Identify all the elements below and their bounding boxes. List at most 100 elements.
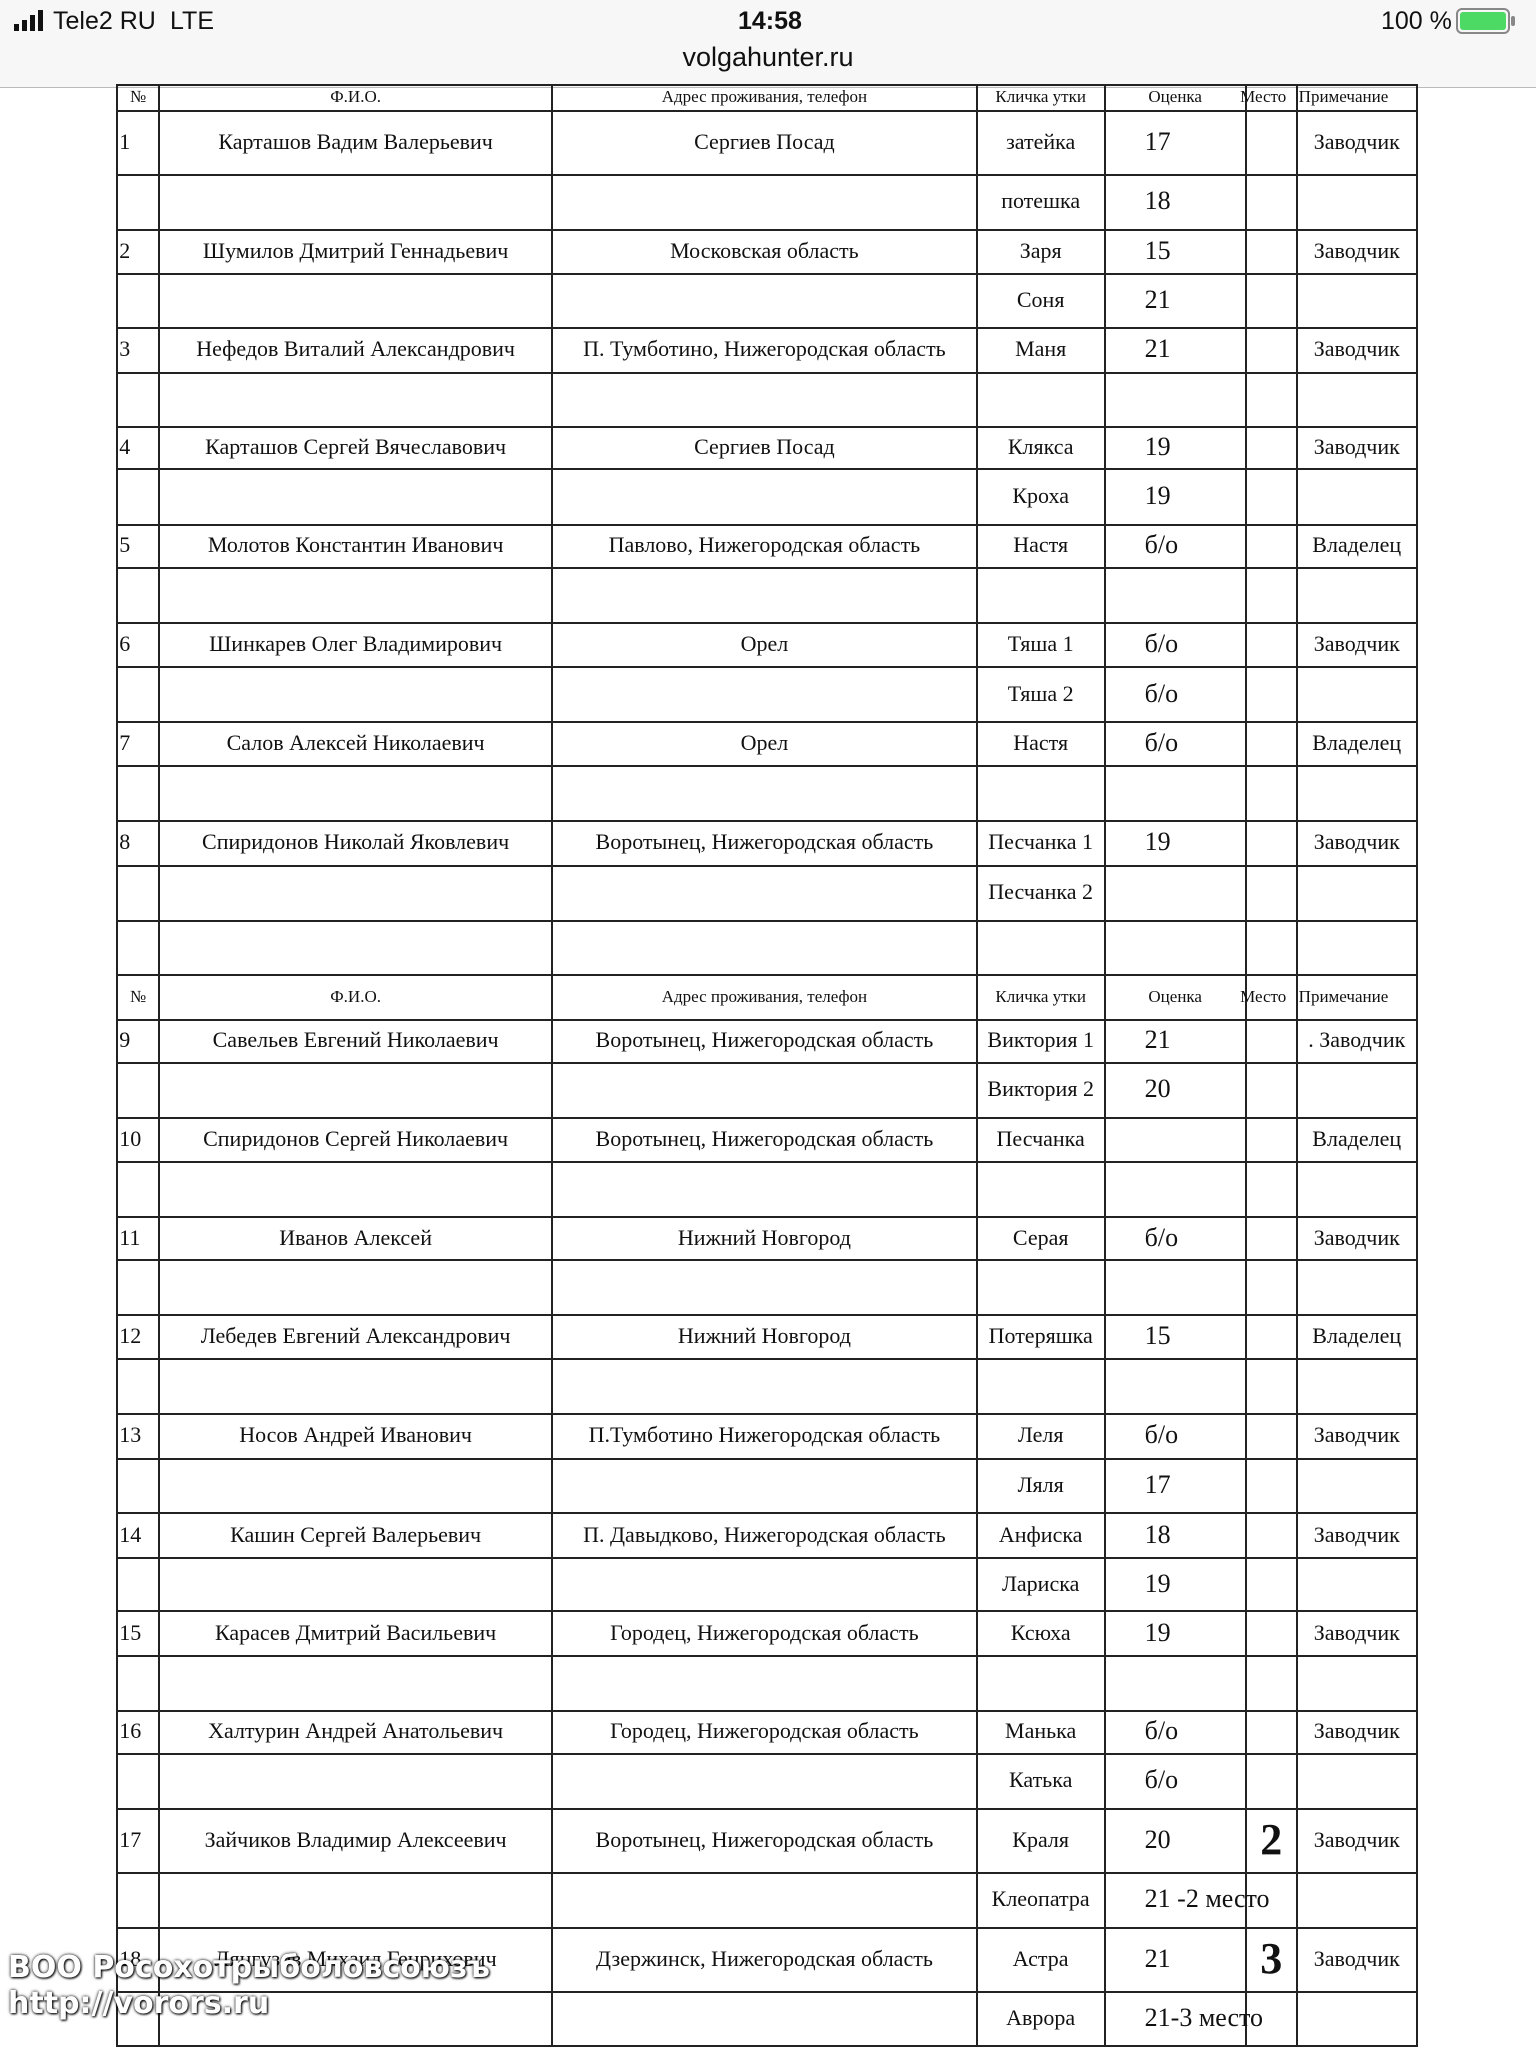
name: Лебедев Евгений Александрович — [200, 1323, 511, 1349]
score: 19 — [1144, 1568, 1171, 1598]
duck-name: потешка — [1001, 188, 1081, 214]
number: 14 — [119, 1521, 142, 1547]
address: Орел — [740, 730, 789, 756]
row-line — [116, 1259, 1418, 1262]
duck-name: Виктория 2 — [987, 1076, 1094, 1102]
header-note: Примечание — [1298, 87, 1389, 107]
address: Городец, Нижегородская область — [610, 1619, 919, 1645]
row-line — [116, 864, 1418, 867]
number: 11 — [119, 1224, 141, 1250]
number: 18 — [119, 1945, 142, 1971]
score: 15 — [1144, 235, 1171, 265]
number: 2 — [119, 237, 131, 263]
score: 20 — [1144, 1074, 1171, 1104]
address: Воротынец, Нижегородская область — [595, 1125, 934, 1151]
signal-icon — [14, 10, 43, 31]
row-line — [116, 1116, 1418, 1119]
number: 4 — [119, 433, 131, 459]
row-line — [116, 1018, 1418, 1021]
place: 2 — [1260, 1814, 1283, 1864]
address: Павлово, Нижегородская область — [608, 532, 921, 558]
name: Носов Андрей Иванович — [239, 1422, 472, 1448]
row-line — [116, 765, 1418, 768]
header-note: Примечание — [1298, 987, 1389, 1007]
address: Орел — [740, 630, 789, 656]
address: Нижний Новгород — [677, 1323, 851, 1349]
row-line — [116, 1926, 1418, 1929]
row-line — [116, 1061, 1418, 1064]
row-line — [116, 1161, 1418, 1164]
header-score: Оценка — [1148, 987, 1202, 1007]
row-line — [116, 1313, 1418, 1316]
note: Заводчик — [1313, 1521, 1400, 1547]
score: 21 — [1144, 1943, 1171, 1973]
duck-name: Клеопатра — [991, 1886, 1090, 1912]
header-name: Ф.И.О. — [330, 87, 381, 107]
score: 15 — [1144, 1321, 1171, 1351]
note: Заводчик — [1313, 1224, 1400, 1250]
row-line — [116, 621, 1418, 624]
score: б/о — [1144, 1420, 1179, 1450]
note: Заводчик — [1313, 336, 1400, 362]
address: Сергиев Посад — [694, 128, 835, 154]
row-line — [116, 272, 1418, 275]
duck-name: Соня — [1016, 286, 1065, 312]
score: б/о — [1144, 530, 1179, 560]
header-place: Место — [1240, 87, 1287, 107]
score: б/о — [1144, 1765, 1179, 1795]
score: 19 — [1144, 827, 1171, 857]
column-line — [1295, 83, 1298, 2046]
column-line — [1244, 83, 1247, 2046]
score: б/о — [1144, 1716, 1179, 1746]
name: Лянгузов Михаил Генрихович — [214, 1945, 497, 1971]
duck-name: Серая — [1012, 1224, 1069, 1250]
score: б/о — [1144, 1222, 1179, 1252]
column-line — [1415, 83, 1418, 2046]
carrier: Tele2 RU — [53, 7, 156, 35]
row-line — [116, 173, 1418, 176]
number: 10 — [119, 1125, 142, 1151]
duck-name: Леля — [1017, 1422, 1064, 1448]
name: Зайчиков Владимир Алексеевич — [204, 1826, 507, 1852]
note: Заводчик — [1313, 630, 1400, 656]
score: 19 — [1144, 431, 1171, 461]
note: Заводчик — [1313, 1422, 1400, 1448]
battery-icon — [1456, 8, 1515, 34]
score: 21 — [1144, 334, 1171, 364]
note: Владелец — [1312, 532, 1402, 558]
url[interactable]: volgahunter.ru — [682, 42, 854, 72]
note: Заводчик — [1313, 128, 1400, 154]
row-line — [116, 1556, 1418, 1559]
name: Молотов Константин Иванович — [207, 532, 504, 558]
row-line — [116, 523, 1418, 526]
note: Заводчик — [1313, 829, 1400, 855]
note: Заводчик — [1313, 1619, 1400, 1645]
address: Нижний Новгород — [677, 1224, 851, 1250]
name: Спиридонов Николай Яковлевич — [202, 829, 510, 855]
row-line — [116, 109, 1418, 112]
header-number: № — [130, 87, 147, 107]
score: 20 — [1144, 1824, 1171, 1854]
score: 21-3 место — [1144, 2002, 1264, 2032]
address: Дзержинск, Нижегородская область — [595, 1945, 933, 1971]
duck-name: Катька — [1008, 1767, 1073, 1793]
row-line — [116, 2045, 1418, 2048]
row-line — [116, 1871, 1418, 1874]
name: Шинкарев Олег Владимирович — [209, 630, 503, 656]
number: 3 — [119, 336, 131, 362]
header-place: Место — [1240, 987, 1287, 1007]
row-line — [116, 1709, 1418, 1712]
note: Заводчик — [1313, 237, 1400, 263]
address: Сергиев Посад — [694, 433, 835, 459]
number: 6 — [119, 630, 131, 656]
duck-name: Настя — [1013, 532, 1069, 558]
duck-name: Тяша 1 — [1007, 630, 1074, 656]
column-line — [1103, 83, 1106, 2046]
note: Заводчик — [1313, 1945, 1400, 1971]
note: Владелец — [1312, 730, 1402, 756]
row-line — [116, 1807, 1418, 1810]
number: 17 — [119, 1826, 142, 1852]
score: б/о — [1144, 678, 1179, 708]
row-line — [116, 1457, 1418, 1460]
duck-name: затейка — [1006, 128, 1076, 154]
